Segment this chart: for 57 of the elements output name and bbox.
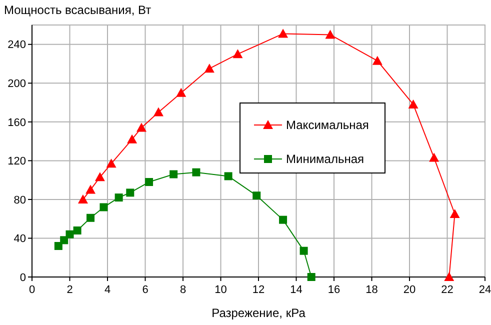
point (106, 158, 116, 168)
y-tick-label: 120 (8, 156, 26, 168)
point (372, 56, 382, 65)
point (86, 214, 95, 222)
point (170, 170, 178, 178)
x-tick-label: 22 (441, 284, 454, 296)
point (153, 107, 164, 116)
x-tick-label: 14 (290, 284, 302, 296)
legend-label: Минимальная (286, 152, 364, 166)
point (444, 272, 454, 281)
point (127, 134, 138, 144)
point (252, 192, 261, 200)
x-axis-title: Разрежение, кРа (212, 306, 306, 320)
x-tick-label: 24 (478, 284, 491, 296)
y-tick-label: 160 (8, 116, 26, 129)
y-tick-label: 80 (14, 194, 26, 206)
point (114, 194, 123, 202)
point (94, 172, 105, 182)
y-tick-label: 0 (20, 272, 26, 284)
x-tick-label: 10 (214, 284, 227, 296)
x-tick-label: 8 (180, 284, 186, 296)
point (73, 226, 82, 234)
x-tick-label: 20 (403, 284, 416, 296)
x-tick-label: 6 (142, 284, 148, 296)
point (232, 49, 243, 58)
x-tick-label: 16 (328, 284, 340, 296)
point (86, 184, 96, 194)
point (66, 230, 74, 238)
point (325, 30, 336, 39)
x-tick-label: 12 (252, 284, 265, 296)
x-tick-label: 0 (28, 284, 36, 296)
point (204, 64, 214, 73)
x-tick-label: 2 (66, 284, 73, 296)
point (408, 99, 418, 108)
legend-label: Максимальная (286, 118, 369, 132)
point (100, 203, 108, 212)
point (78, 194, 88, 204)
point (300, 246, 308, 255)
point (429, 152, 440, 162)
y-axis-title: Мощность всасывания, Вт (4, 3, 152, 17)
point (450, 209, 460, 218)
x-tick-label: 18 (366, 284, 378, 296)
point (126, 188, 134, 197)
y-tick-label: 200 (8, 78, 26, 90)
x-tick-label: 4 (104, 284, 111, 296)
point (60, 236, 68, 244)
point (224, 172, 232, 180)
point (176, 88, 186, 97)
point (145, 178, 154, 186)
point (279, 216, 288, 224)
point (54, 242, 62, 250)
point (192, 168, 200, 176)
y-tick-label: 240 (8, 39, 26, 52)
point (278, 28, 288, 38)
y-tick-label: 40 (14, 233, 26, 246)
point (307, 273, 316, 281)
point (136, 122, 146, 132)
